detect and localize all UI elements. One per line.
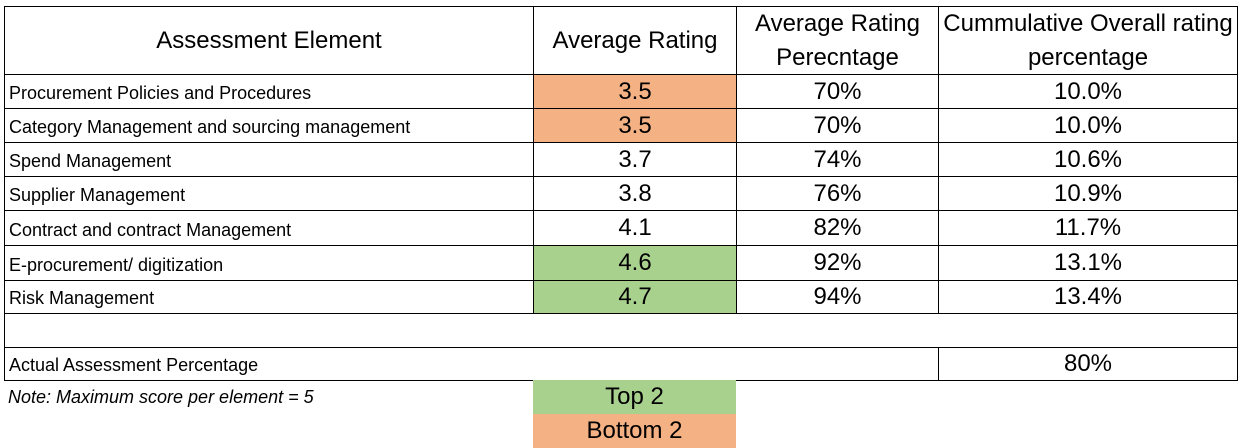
element-name: E-procurement/ digitization	[4, 245, 534, 281]
cumulative-percentage: 13.4%	[938, 280, 1238, 314]
average-rating: 3.7	[533, 142, 737, 177]
element-name: Category Management and sourcing managem…	[4, 108, 534, 143]
rating-percentage: 70%	[736, 74, 939, 109]
rating-percentage: 70%	[736, 108, 939, 143]
average-rating: 3.5	[533, 108, 737, 143]
rating-percentage: 74%	[736, 142, 939, 177]
rating-percentage: 76%	[736, 176, 939, 211]
note: Note: Maximum score per element = 5	[8, 386, 314, 407]
element-name: Spend Management	[4, 142, 534, 177]
column-header: Average Rating Perecntage	[736, 6, 939, 75]
cumulative-percentage: 13.1%	[938, 245, 1238, 281]
column-header: Cummulative Overall rating percentage	[938, 6, 1238, 75]
average-rating: 3.8	[533, 176, 737, 211]
cumulative-percentage: 10.9%	[938, 176, 1238, 211]
average-rating: 4.1	[533, 210, 737, 246]
average-rating: 3.5	[533, 74, 737, 109]
rating-percentage: 94%	[736, 280, 939, 314]
element-name: Procurement Policies and Procedures	[4, 74, 534, 109]
column-header: Average Rating	[533, 6, 737, 75]
element-name: Risk Management	[4, 280, 534, 314]
element-name: Supplier Management	[4, 176, 534, 211]
column-header: Assessment Element	[4, 6, 534, 75]
rating-percentage: 82%	[736, 210, 939, 246]
summary-value: 80%	[938, 347, 1238, 381]
legend-entry: Bottom 2	[533, 414, 736, 448]
rating-percentage: 92%	[736, 245, 939, 281]
average-rating: 4.6	[533, 245, 737, 281]
cumulative-percentage: 10.6%	[938, 142, 1238, 177]
element-name: Contract and contract Management	[4, 210, 534, 246]
average-rating: 4.7	[533, 280, 737, 314]
cumulative-percentage: 10.0%	[938, 108, 1238, 143]
cumulative-percentage: 10.0%	[938, 74, 1238, 109]
legend-entry: Top 2	[533, 380, 736, 414]
empty-row	[4, 313, 1238, 348]
summary-label: Actual Assessment Percentage	[4, 347, 939, 381]
cumulative-percentage: 11.7%	[938, 210, 1238, 246]
